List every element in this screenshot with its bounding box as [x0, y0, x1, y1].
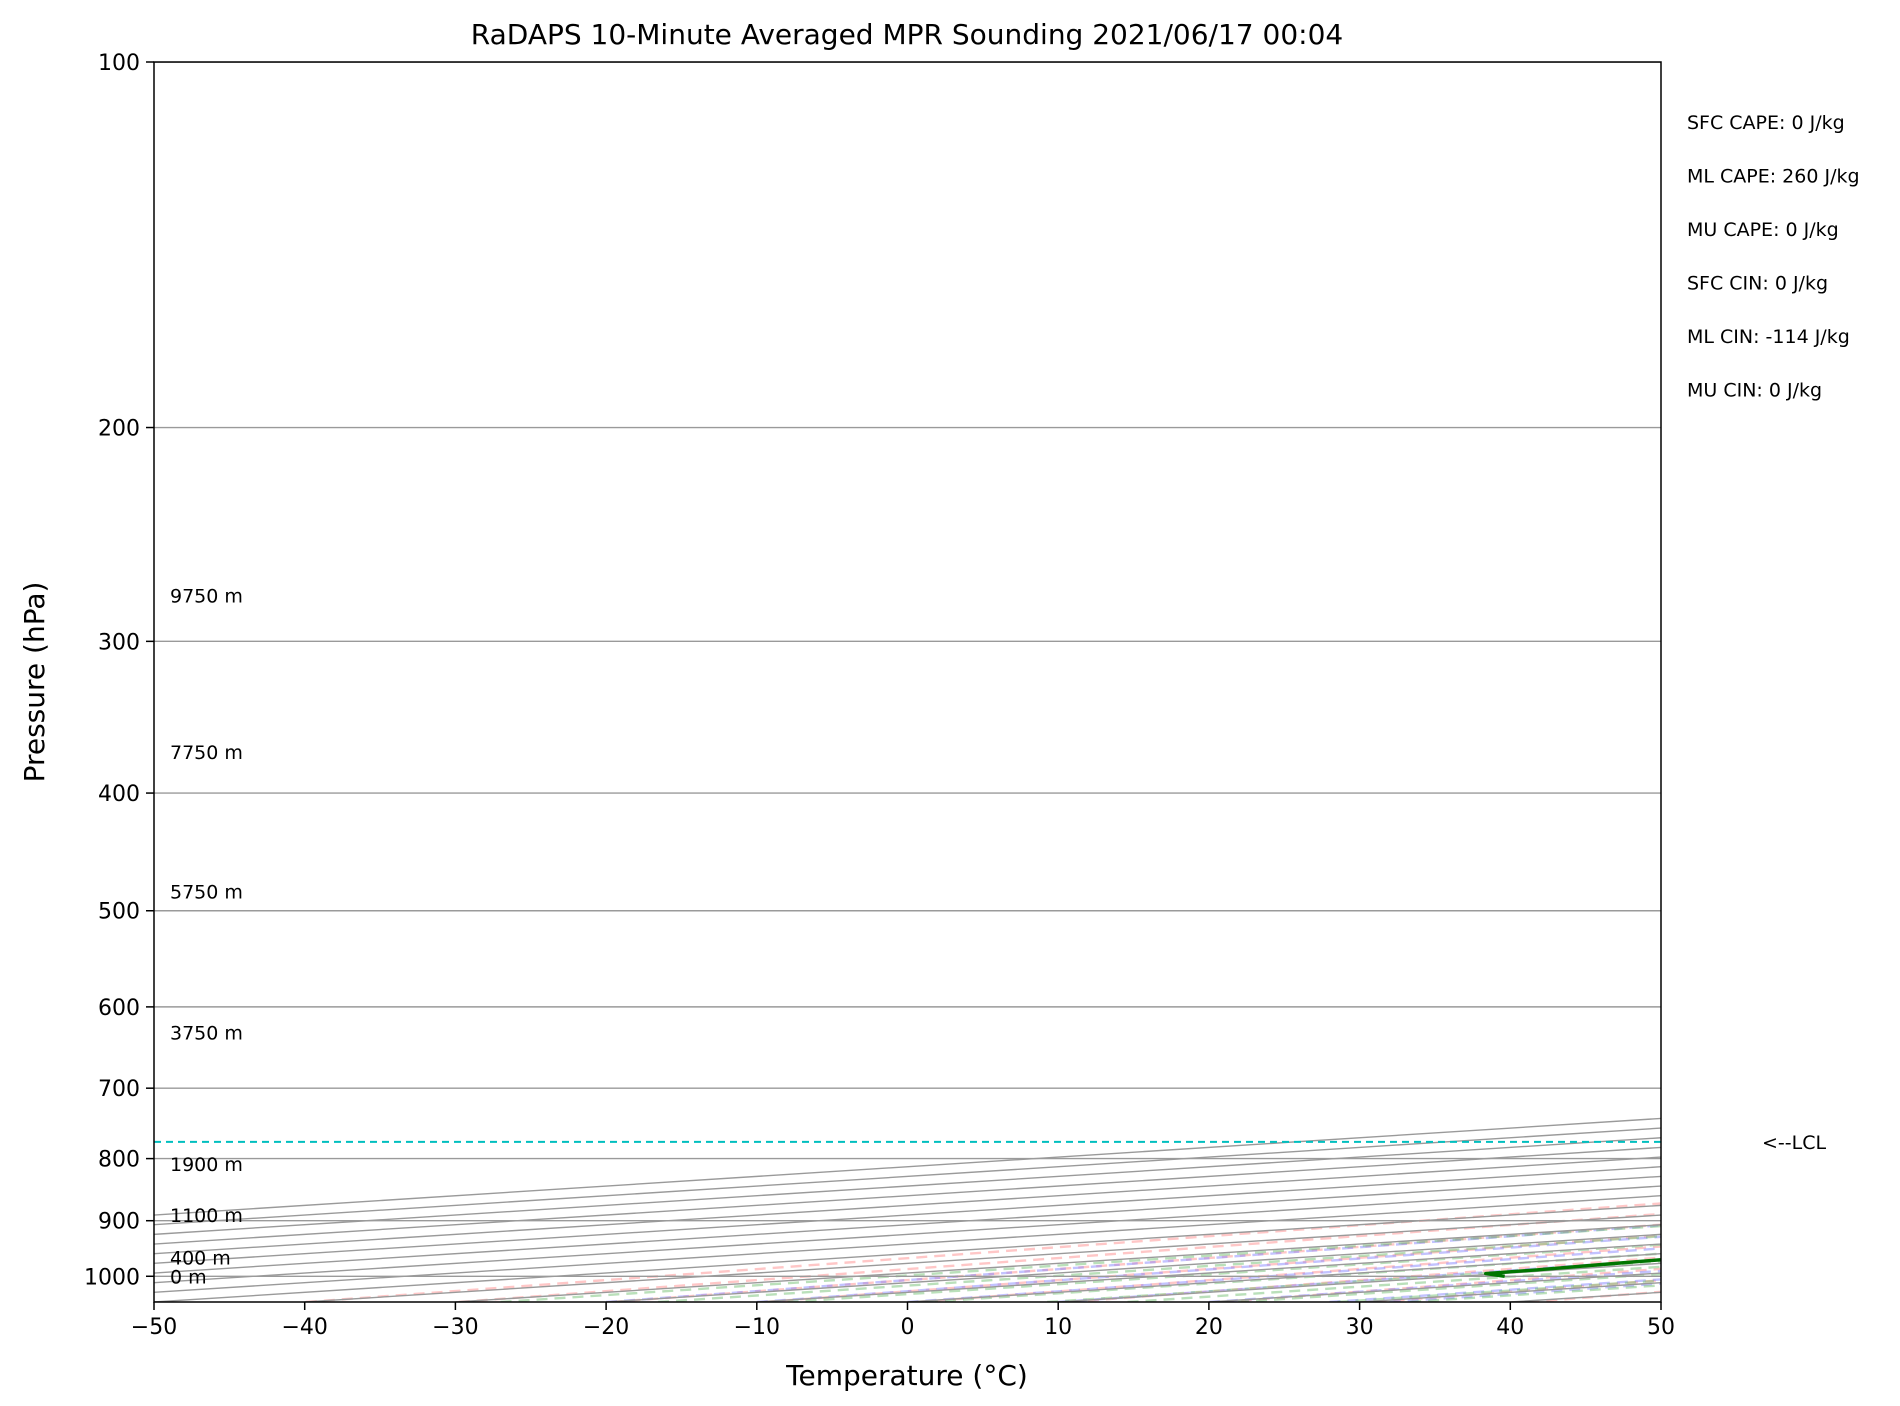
- y-tick-label: 800: [98, 1148, 140, 1173]
- isotherm-line: [154, 1185, 1661, 1284]
- x-tick-label: −20: [583, 1315, 629, 1340]
- isotherm-line: [756, 1243, 1661, 1302]
- y-axis-label: Pressure (hPa): [18, 582, 51, 783]
- x-tick-label: −10: [734, 1315, 780, 1340]
- dry-adiabat: [1834, 62, 1900, 1302]
- stability-indices: SFC CAPE: 0 J/kg ML CAPE: 260 J/kg MU CAPE…: [1687, 112, 1860, 402]
- x-tick-label: 30: [1346, 1315, 1374, 1340]
- y-tick-label: 300: [98, 630, 140, 655]
- dry-adiabat: [1222, 1267, 1661, 1302]
- height-labels: 9750 m 7750 m 5750 m 3750 m 1900 m 1100 m 400 …: [170, 586, 243, 1289]
- chart-title: RaDAPS 10-Minute Averaged MPR Sounding 2…: [471, 18, 1343, 51]
- isotherm-line: [154, 1146, 1661, 1245]
- x-tick-label: 0: [901, 1315, 915, 1340]
- y-tick-label: 900: [98, 1210, 140, 1235]
- stat-label: SFC CIN: 0 J/kg: [1687, 273, 1828, 295]
- moist-adiabat: [1208, 1269, 1661, 1302]
- isotherm-line: [1660, 1301, 1661, 1302]
- stat-label: ML CAPE: 260 J/kg: [1687, 166, 1860, 188]
- temperature-trace: [1705, 556, 1900, 1271]
- height-label: 0 m: [170, 1266, 207, 1288]
- dry-adiabat: [458, 1212, 1661, 1302]
- isotherm-line: [1208, 1272, 1661, 1302]
- isotherm-line: [154, 1156, 1661, 1255]
- dewpoint-trace: [1483, 1258, 1661, 1278]
- series-layer: [154, 556, 1900, 1278]
- lcl-label: <--LCL: [1762, 1132, 1826, 1154]
- stat-label: ML CIN: -114 J/kg: [1687, 326, 1850, 348]
- parcel-trace: [1851, 556, 1900, 1271]
- mixing-ratio-line: [1337, 1279, 1661, 1302]
- dry-adiabat: [917, 1245, 1661, 1302]
- y-tick-label: 500: [98, 900, 140, 925]
- moist-adiabat: [756, 1235, 1661, 1302]
- stat-label: MU CIN: 0 J/kg: [1687, 380, 1822, 402]
- dry-adiabat: [1528, 1290, 1661, 1302]
- isotherm-line: [1058, 1262, 1661, 1302]
- height-label: 1100 m: [170, 1205, 243, 1227]
- dry-adiabat: [764, 1234, 1661, 1302]
- y-tick-label: 100: [98, 51, 140, 76]
- isotherm-line: [154, 1166, 1661, 1265]
- dry-adiabat: [1681, 62, 1900, 1302]
- isotherm-line: [907, 1252, 1661, 1302]
- isotherm-line: [154, 1137, 1661, 1236]
- x-tick-label: 10: [1044, 1315, 1072, 1340]
- y-tick-label: 600: [98, 996, 140, 1021]
- isotherm-line: [1510, 1291, 1661, 1302]
- height-label: 5750 m: [170, 881, 243, 903]
- y-tick-label: 200: [98, 417, 140, 442]
- moist-adiabat: [1329, 1278, 1661, 1302]
- y-tick-label: 1000: [84, 1265, 140, 1290]
- height-label: 1900 m: [170, 1154, 243, 1176]
- stat-label: MU CAPE: 0 J/kg: [1687, 219, 1839, 241]
- isotherm-line: [154, 1195, 1661, 1294]
- grid-layer: [154, 62, 1900, 1302]
- x-axis-label: Temperature (°C): [785, 1359, 1028, 1392]
- x-tick-label: −30: [432, 1315, 478, 1340]
- isotherm-line: [154, 1175, 1661, 1274]
- dry-adiabat: [611, 1223, 1661, 1302]
- height-label: 9750 m: [170, 586, 243, 608]
- isotherm-line: [1359, 1281, 1661, 1302]
- moist-adiabat: [606, 1224, 1661, 1302]
- y-axis: 100 200 300 400 500 600 700 800 900 1000: [84, 51, 154, 1290]
- moist-adiabat: [1389, 1282, 1661, 1302]
- x-axis: −50 −40 −30 −20 −10 0 10 20 30 40 50: [131, 1302, 1675, 1340]
- dry-adiabat: [1069, 1256, 1661, 1302]
- plot-frame: [153, 61, 1662, 1303]
- isotherm-line: [154, 1204, 1661, 1302]
- dry-adiabat: [1375, 1279, 1661, 1302]
- x-tick-label: 40: [1496, 1315, 1524, 1340]
- stat-label: SFC CAPE: 0 J/kg: [1687, 112, 1845, 134]
- x-tick-label: 50: [1647, 1315, 1675, 1340]
- height-label: 3750 m: [170, 1023, 243, 1045]
- y-tick-label: 400: [98, 782, 140, 807]
- mixing-ratio-line: [1238, 1272, 1661, 1302]
- isotherm-line: [455, 1224, 1661, 1302]
- isotherm-line: [154, 1127, 1661, 1226]
- isotherm-line: [1812, 62, 1900, 1302]
- isotherm-line: [154, 1117, 1661, 1216]
- height-label: 400 m: [170, 1248, 231, 1270]
- x-tick-label: −40: [281, 1315, 327, 1340]
- isotherm-line: [606, 1233, 1661, 1302]
- height-label: 7750 m: [170, 742, 243, 764]
- moist-adiabat: [1058, 1258, 1661, 1302]
- y-tick-label: 700: [98, 1077, 140, 1102]
- x-tick-label: 20: [1195, 1315, 1223, 1340]
- moist-adiabat: [907, 1247, 1661, 1302]
- x-tick-label: −50: [131, 1315, 177, 1340]
